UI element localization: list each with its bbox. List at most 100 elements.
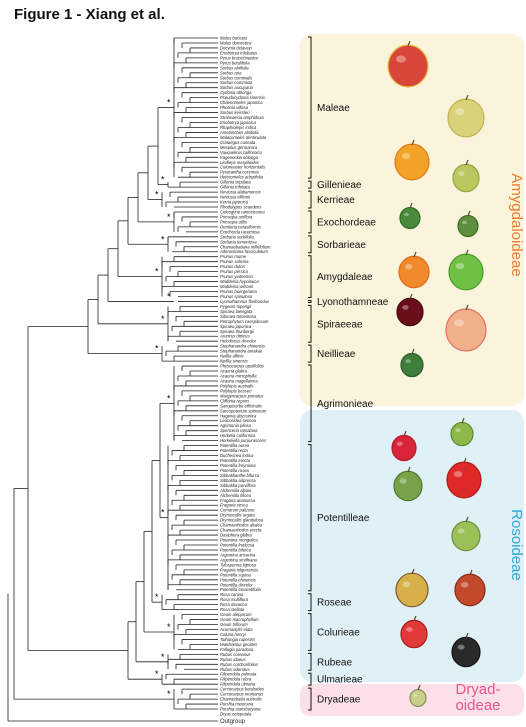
taxon-label: Filipendula ulmaria: [220, 682, 256, 687]
support-star: *: [167, 622, 171, 632]
taxon-label: Drymocallis arguta: [220, 513, 255, 518]
tribe-bracket: [308, 344, 312, 363]
taxon-label: Chamaebatia australis: [220, 697, 263, 702]
taxon-label: Fragaria vesca: [220, 503, 248, 508]
tribe-label: Sorbarieae: [317, 240, 366, 251]
taxon-label: Rubus coreanus: [220, 652, 251, 657]
taxon-label: Chaenomeles japonica: [220, 100, 263, 105]
taxon-label: Mespilus germanica: [220, 145, 258, 150]
taxon-label: Dasiphora glabra: [220, 533, 253, 538]
taxon-label: Chamaerhodos altaica: [220, 523, 263, 528]
taxon-label: Amelanchier alnifolia: [219, 130, 259, 135]
tribe-label: Agrimonieae: [317, 399, 374, 410]
tribe-label: Spiraeeae: [317, 319, 363, 330]
taxon-label: Gillenia trifoliata: [220, 185, 250, 190]
subfamily-label: oideae: [455, 697, 500, 714]
taxon-label: Cliffortia repens: [220, 398, 250, 403]
fruit-illustrations: [387, 40, 487, 707]
taxon-label: Sorbus alnifolia: [220, 65, 249, 70]
taxon-label: Alchemilla alpina: [219, 488, 252, 493]
taxon-label: Prinsepia utilis: [220, 219, 248, 224]
taxon-label: Rhodotypos scandens: [220, 205, 262, 210]
tribe-label: Gillenieae: [317, 180, 362, 191]
taxon-label: Filipendula rubra: [220, 677, 252, 682]
taxon-label: Prunus salicina: [220, 259, 249, 264]
taxon-label: Sorbus torminalis: [220, 75, 253, 80]
tribe-label: Dryadeae: [317, 695, 361, 706]
figure-title: Figure 1 - Xiang et al.: [14, 6, 165, 23]
tribe-label: Potentilleae: [317, 513, 370, 524]
taxon-label: Coluria henryi: [220, 632, 247, 637]
support-star: *: [155, 267, 159, 277]
raspberry-icon: [400, 615, 428, 649]
strawberry-icon: [446, 457, 482, 499]
taxon-label: Tylosperma lignosa: [220, 562, 257, 567]
taxon-label: Polylepis besseri: [220, 388, 252, 393]
taxon-label: Acaena microphylla: [219, 374, 257, 379]
quince-icon: [452, 159, 480, 193]
taxon-label: Kerria japonica: [220, 200, 249, 205]
taxon-label: Geum macrophyllum: [220, 617, 259, 622]
taxon-label: Taihangia rupestris: [220, 637, 256, 642]
taxon-label: Potentilla chinensis: [220, 577, 257, 582]
support-star: *: [167, 98, 171, 108]
taxon-label: Potentilla fruticosa: [220, 543, 255, 548]
taxon-label: Pyrus bretschneideri: [220, 55, 259, 60]
taxon-label: Spenceria ramalana: [220, 428, 258, 433]
taxon-label: Purshia stansburyana: [220, 707, 261, 712]
taxon-label: Chamaerhodos erecta: [220, 528, 262, 533]
tribe-bracket: [308, 36, 312, 179]
rubus-berry-icon: [454, 569, 486, 607]
taxon-label: Rubus corchorifolius: [220, 662, 259, 667]
tribe-bracket: [308, 255, 312, 298]
taxon-label: Neillia affinis: [220, 354, 244, 359]
taxon-label: Sorbus keissleri: [220, 110, 251, 115]
taxon-label: Docynia delavayi: [220, 45, 253, 50]
taxon-label: Maddenia hypoleuca: [220, 279, 259, 284]
subfamily-label: Amygdaloideae: [508, 173, 525, 276]
taxon-label: Potentilla supina: [220, 572, 251, 577]
support-star: *: [161, 508, 165, 518]
exochorda-fruit-icon: [457, 210, 479, 238]
support-star: *: [161, 234, 165, 244]
taxon-label: Argentina anserina: [219, 552, 256, 557]
tribe-bracket: [308, 364, 312, 443]
taxon-label: Waldsteinia geoides: [220, 642, 258, 647]
taxon-label: Holodiscus discolor: [220, 339, 257, 344]
taxon-label: Malacomeles denticulata: [220, 135, 267, 140]
taxon-label: Sibbaldianthe bifurca: [220, 473, 260, 478]
taxon-label: Rubus idaeus: [220, 657, 247, 662]
tribe-label: Rubeae: [317, 657, 352, 668]
taxon-label: Heteromeles arbutifolia: [220, 175, 264, 180]
outgroup-label: Outgroup: [220, 719, 246, 725]
subfamily-labels: Amygdaloideae Rosoideae Dryad-oideae: [455, 173, 525, 714]
tribe-bracket: [308, 235, 312, 254]
taxon-label: Potentilla discolor: [220, 582, 253, 587]
taxon-label: Pyracantha coccinea: [220, 170, 260, 175]
taxon-label: Exochorda racemosa: [220, 229, 260, 234]
taxon-label: Sorbaria sorbifolia: [220, 234, 254, 239]
tribe-label: Amygdaleae: [317, 272, 373, 283]
support-star: *: [155, 669, 159, 679]
rose-hip-icon: [395, 568, 429, 608]
potentilla-fruit-icon: [393, 466, 423, 502]
tribe-bracket: [308, 652, 312, 671]
taxon-label: Argentina smithiana: [219, 557, 258, 562]
taxon-label: Potentilla recta: [220, 448, 248, 453]
dryas-fruit-icon: [409, 684, 427, 707]
taxon-label: Horkeliella purpurascens: [220, 438, 267, 443]
taxon-label: Prinsepia uniflora: [220, 214, 253, 219]
subfamily-label: Rosoideae: [508, 509, 525, 581]
taxon-label: Horkelia californica: [220, 433, 256, 438]
support-star: *: [155, 592, 159, 602]
support-star: *: [161, 314, 165, 324]
taxon-label: Cydonia oblonga: [220, 90, 252, 95]
tribe-bracket: [308, 593, 312, 612]
taxon-label: Adenostoma fasciculatum: [219, 249, 268, 254]
tribe-label: Maleae: [317, 103, 350, 114]
taxon-label: Maddenia wilsonii: [220, 284, 254, 289]
taxon-label: Coleogyne ramosissima: [220, 209, 265, 214]
taxon-label: Petrophytum caespitosum: [220, 319, 269, 324]
taxon-label: Potentilla tanacetifolia: [220, 587, 261, 592]
agrimonia-fruit-icon: [450, 417, 474, 447]
